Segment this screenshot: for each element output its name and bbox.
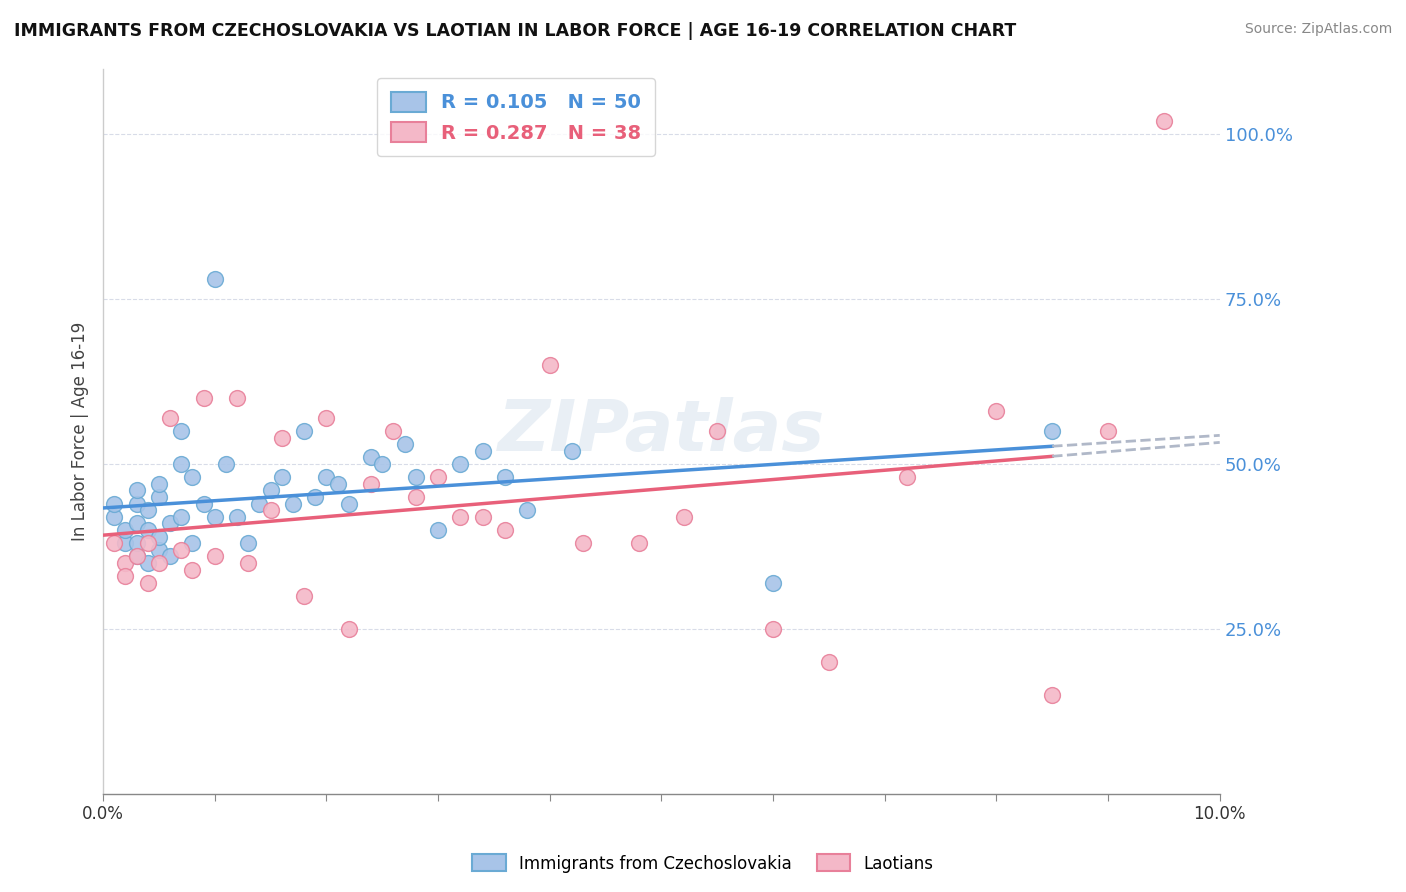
- Point: [170, 457, 193, 471]
- Point: [561, 443, 583, 458]
- Point: [471, 443, 494, 458]
- Point: [148, 530, 170, 544]
- Point: [628, 536, 651, 550]
- Point: [136, 575, 159, 590]
- Point: [405, 490, 427, 504]
- Point: [148, 556, 170, 570]
- Point: [471, 509, 494, 524]
- Point: [125, 549, 148, 564]
- Point: [226, 509, 249, 524]
- Y-axis label: In Labor Force | Age 16-19: In Labor Force | Age 16-19: [72, 321, 89, 541]
- Point: [125, 497, 148, 511]
- Point: [215, 457, 238, 471]
- Point: [170, 542, 193, 557]
- Point: [159, 549, 181, 564]
- Point: [572, 536, 595, 550]
- Point: [204, 509, 226, 524]
- Point: [818, 655, 841, 669]
- Point: [103, 536, 125, 550]
- Text: IMMIGRANTS FROM CZECHOSLOVAKIA VS LAOTIAN IN LABOR FORCE | AGE 16-19 CORRELATION: IMMIGRANTS FROM CZECHOSLOVAKIA VS LAOTIA…: [14, 22, 1017, 40]
- Point: [449, 509, 471, 524]
- Point: [292, 589, 315, 603]
- Point: [114, 556, 136, 570]
- Point: [371, 457, 394, 471]
- Point: [148, 542, 170, 557]
- Point: [181, 536, 204, 550]
- Point: [136, 503, 159, 517]
- Point: [382, 424, 405, 438]
- Point: [494, 470, 516, 484]
- Legend: Immigrants from Czechoslovakia, Laotians: Immigrants from Czechoslovakia, Laotians: [465, 847, 941, 880]
- Point: [114, 536, 136, 550]
- Text: Source: ZipAtlas.com: Source: ZipAtlas.com: [1244, 22, 1392, 37]
- Point: [125, 483, 148, 498]
- Point: [270, 470, 292, 484]
- Point: [337, 497, 360, 511]
- Point: [170, 509, 193, 524]
- Point: [259, 503, 281, 517]
- Point: [238, 556, 260, 570]
- Point: [360, 450, 382, 465]
- Point: [304, 490, 326, 504]
- Point: [193, 497, 215, 511]
- Point: [538, 358, 561, 372]
- Point: [249, 497, 271, 511]
- Point: [292, 424, 315, 438]
- Point: [986, 404, 1008, 418]
- Point: [706, 424, 728, 438]
- Point: [427, 470, 450, 484]
- Point: [1153, 114, 1175, 128]
- Point: [762, 575, 785, 590]
- Point: [762, 622, 785, 636]
- Point: [238, 536, 260, 550]
- Point: [103, 509, 125, 524]
- Point: [516, 503, 538, 517]
- Point: [181, 562, 204, 576]
- Point: [125, 516, 148, 531]
- Point: [193, 391, 215, 405]
- Point: [136, 523, 159, 537]
- Point: [449, 457, 471, 471]
- Point: [326, 476, 349, 491]
- Point: [114, 569, 136, 583]
- Point: [394, 437, 416, 451]
- Point: [136, 536, 159, 550]
- Point: [270, 431, 292, 445]
- Text: ZIPatlas: ZIPatlas: [498, 397, 825, 466]
- Point: [259, 483, 281, 498]
- Point: [204, 549, 226, 564]
- Point: [1097, 424, 1119, 438]
- Point: [125, 536, 148, 550]
- Point: [315, 411, 337, 425]
- Point: [181, 470, 204, 484]
- Point: [896, 470, 918, 484]
- Legend: R = 0.105   N = 50, R = 0.287   N = 38: R = 0.105 N = 50, R = 0.287 N = 38: [377, 78, 655, 156]
- Point: [1040, 424, 1063, 438]
- Point: [136, 556, 159, 570]
- Point: [281, 497, 304, 511]
- Point: [226, 391, 249, 405]
- Point: [337, 622, 360, 636]
- Point: [170, 424, 193, 438]
- Point: [125, 549, 148, 564]
- Point: [360, 476, 382, 491]
- Point: [427, 523, 450, 537]
- Point: [159, 516, 181, 531]
- Point: [494, 523, 516, 537]
- Point: [148, 490, 170, 504]
- Point: [315, 470, 337, 484]
- Point: [148, 476, 170, 491]
- Point: [405, 470, 427, 484]
- Point: [1040, 688, 1063, 702]
- Point: [159, 411, 181, 425]
- Point: [103, 497, 125, 511]
- Point: [114, 523, 136, 537]
- Point: [204, 272, 226, 286]
- Point: [672, 509, 695, 524]
